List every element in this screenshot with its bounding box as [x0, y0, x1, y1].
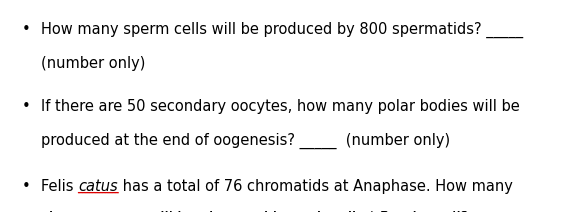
Text: catus: catus [79, 179, 118, 194]
Text: How many sperm cells will be produced by 800 spermatids? _____: How many sperm cells will be produced by… [41, 22, 523, 38]
Text: has a total of 76 chromatids at Anaphase. How many: has a total of 76 chromatids at Anaphase… [118, 179, 513, 194]
Text: (number only): (number only) [41, 56, 146, 71]
Text: If there are 50 secondary oocytes, how many polar bodies will be: If there are 50 secondary oocytes, how m… [41, 99, 520, 114]
Text: Felis: Felis [41, 179, 79, 194]
Text: chromosomes will be observed in each cell at Prophase II? _____: chromosomes will be observed in each cel… [41, 211, 510, 212]
Text: produced at the end of oogenesis? _____  (number only): produced at the end of oogenesis? _____ … [41, 132, 451, 149]
Text: •: • [22, 22, 30, 37]
Text: •: • [22, 179, 30, 194]
Text: •: • [22, 99, 30, 114]
Text: chromosomes will be observed in each cell at Prophase II? _____: chromosomes will be observed in each cel… [41, 211, 510, 212]
